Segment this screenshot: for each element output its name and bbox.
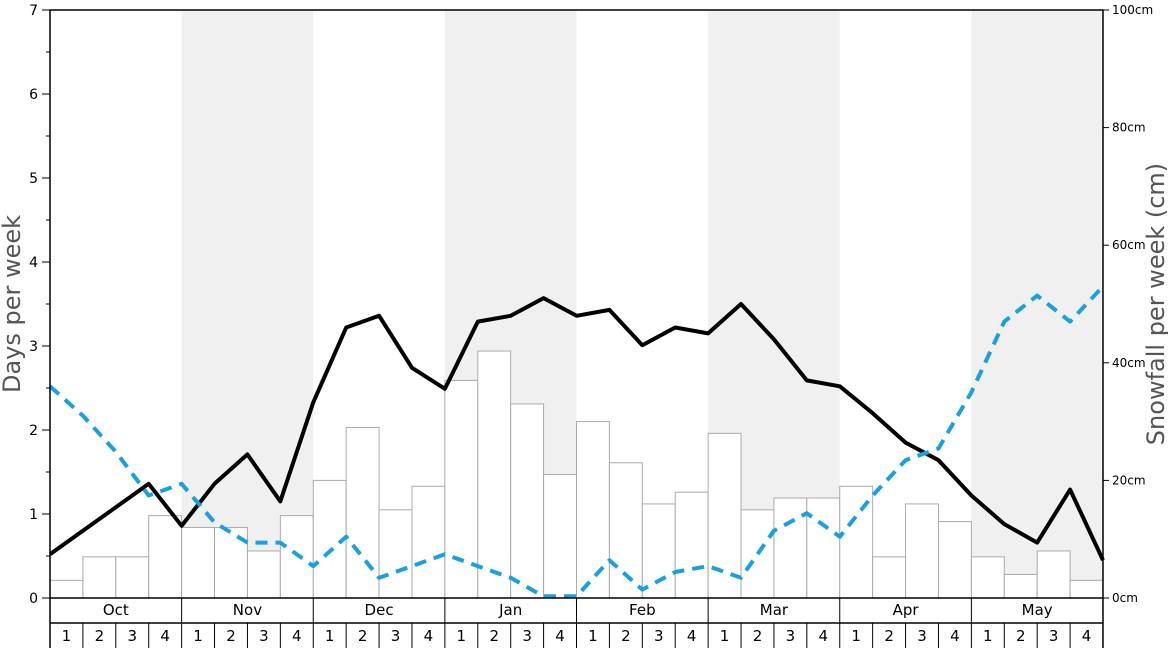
- month-label: Mar: [760, 601, 789, 619]
- y2-tick-label: 0cm: [1112, 591, 1138, 605]
- snowfall-bar: [905, 503, 939, 599]
- snowfall-bar: [115, 556, 150, 599]
- month-label: Jan: [498, 601, 522, 619]
- month-label: Nov: [233, 601, 262, 619]
- week-label: 3: [654, 627, 664, 645]
- y2-tick-label: 60cm: [1112, 238, 1146, 252]
- snowfall-bar: [872, 556, 907, 599]
- snowfall-bar: [477, 350, 512, 599]
- day-lines: [48, 285, 1105, 599]
- snowfall-bar: [608, 462, 643, 599]
- month-label: Feb: [629, 601, 656, 619]
- snowfall-bar: [510, 403, 545, 599]
- week-label: 3: [917, 627, 927, 645]
- snowfall-bar: [279, 515, 314, 599]
- y2-tick-label: 20cm: [1112, 473, 1146, 487]
- week-label: 4: [424, 627, 434, 645]
- y2-tick-label: 100cm: [1112, 3, 1153, 17]
- week-label: 2: [95, 627, 105, 645]
- week-label: 3: [1049, 627, 1059, 645]
- y-tick-label: 7: [29, 3, 38, 19]
- snowfall-bar: [1003, 573, 1038, 599]
- y-tick-label: 5: [29, 171, 38, 187]
- week-label: 1: [325, 627, 335, 645]
- y-tick-label: 0: [29, 591, 38, 607]
- snowfall-bar: [181, 526, 216, 599]
- month-shade-nov: [181, 10, 314, 598]
- y-tick-label: 1: [29, 507, 38, 523]
- snowfall-bar: [411, 485, 446, 599]
- snowfall-bar: [806, 497, 841, 599]
- week-label: 4: [292, 627, 302, 645]
- week-label: 2: [753, 627, 763, 645]
- week-label: 2: [1016, 627, 1026, 645]
- week-label: 2: [358, 627, 368, 645]
- month-label: Oct: [103, 601, 129, 619]
- snowfall-bar: [246, 550, 281, 599]
- snowfall-bar: [576, 421, 610, 599]
- week-label: 1: [193, 627, 203, 645]
- week-label: 1: [62, 627, 72, 645]
- dashed-series-line: [48, 285, 1105, 599]
- week-label: 2: [621, 627, 631, 645]
- month-axis: Oct 1 2 3 4 Nov 1 2 3 4 Dec 1 2 3 4 Jan 1 2 3 4 Feb 1 2 3 4 Mar 1 2…: [49, 598, 1104, 648]
- month-label: May: [1022, 601, 1053, 619]
- snowfall-bar: [148, 515, 183, 599]
- week-label: 4: [555, 627, 565, 645]
- snowfall-bar: [378, 509, 413, 599]
- week-label: 3: [259, 627, 269, 645]
- week-label: 2: [884, 627, 894, 645]
- week-label: 3: [391, 627, 401, 645]
- snowfall-bar: [1036, 550, 1071, 599]
- week-label: 3: [522, 627, 532, 645]
- snowfall-bar: [543, 474, 577, 599]
- week-label: 1: [983, 627, 993, 645]
- snowfall-bar: [345, 426, 380, 599]
- week-label: 1: [851, 627, 861, 645]
- week-label: 4: [1082, 627, 1092, 645]
- snowfall-bar: [773, 497, 808, 599]
- week-label: 3: [127, 627, 137, 645]
- week-label: 4: [819, 627, 829, 645]
- snowfall-bar: [970, 556, 1005, 599]
- y2-axis-label: Snowfall per week (cm): [1142, 163, 1168, 445]
- snowfall-bar: [49, 579, 84, 599]
- snowfall-bar: [707, 432, 742, 599]
- week-label: 1: [588, 627, 598, 645]
- y2-tick-label: 40cm: [1112, 356, 1146, 370]
- week-label: 3: [786, 627, 796, 645]
- week-label: 4: [687, 627, 697, 645]
- month-label: Dec: [365, 601, 394, 619]
- week-label: 2: [226, 627, 236, 645]
- snowfall-bar: [937, 521, 972, 599]
- y-tick-label: 3: [29, 339, 38, 355]
- snowfall-bar: [1069, 579, 1104, 599]
- week-label: 4: [160, 627, 170, 645]
- y-tick-label: 2: [29, 423, 38, 439]
- month-label: Apr: [893, 601, 920, 619]
- y2-tick-label: 80cm: [1112, 121, 1146, 135]
- week-label: 4: [950, 627, 960, 645]
- y-tick-label: 6: [29, 87, 38, 103]
- week-label: 2: [489, 627, 499, 645]
- snowfall-bar: [82, 556, 117, 599]
- y-axis-label: Days per week: [0, 215, 26, 393]
- snowfall-bar: [641, 503, 676, 599]
- snowfall-bar: [674, 491, 709, 599]
- month-shade-may: [971, 10, 1103, 598]
- y-tick-label: 4: [29, 255, 38, 271]
- week-label: 1: [457, 627, 467, 645]
- week-label: 1: [720, 627, 730, 645]
